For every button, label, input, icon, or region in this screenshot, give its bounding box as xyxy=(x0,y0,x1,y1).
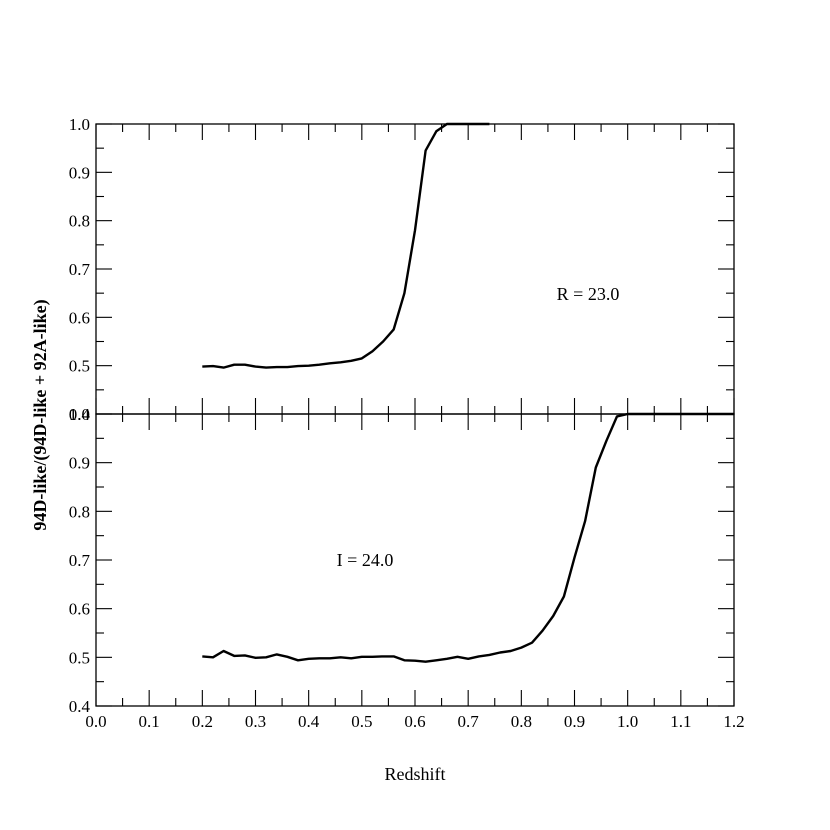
y-tick-label: 0.6 xyxy=(69,308,90,327)
x-tick-label: 0.3 xyxy=(245,712,266,731)
x-tick-label: 0.7 xyxy=(458,712,480,731)
panel-annotation: R = 23.0 xyxy=(557,284,620,304)
x-tick-label: 0.8 xyxy=(511,712,532,731)
x-tick-label: 0.9 xyxy=(564,712,585,731)
y-tick-label: 0.6 xyxy=(69,600,90,619)
panel-frame xyxy=(95,123,735,415)
x-tick-label: 0.5 xyxy=(351,712,372,731)
y-tick-label: 0.5 xyxy=(69,648,90,667)
x-tick-label: 0.1 xyxy=(139,712,160,731)
panel-annotation: I = 24.0 xyxy=(337,550,394,570)
x-tick-label: 1.1 xyxy=(670,712,691,731)
y-axis-label: 94D-like/(94D-like + 92A-like) xyxy=(30,299,51,530)
x-tick-label: 0.2 xyxy=(192,712,213,731)
data-series-line xyxy=(202,412,734,663)
x-tick-label: 1.0 xyxy=(617,712,638,731)
y-tick-label: 0.9 xyxy=(69,163,90,182)
y-tick-label: 0.5 xyxy=(69,357,90,376)
y-tick-label: 0.8 xyxy=(69,502,90,521)
x-tick-label: 0.4 xyxy=(298,712,320,731)
y-tick-label: 1.0 xyxy=(69,115,90,134)
x-tick-label: 0.6 xyxy=(404,712,425,731)
data-series-line xyxy=(202,122,490,369)
panel-1: 0.4 0.5 0.6 0.7 0.8 0.9 1.0 R = 23.0 xyxy=(69,115,735,424)
x-tick-label: 0.0 xyxy=(85,712,106,731)
x-tick-label: 1.2 xyxy=(723,712,744,731)
y-tick-label: 0.8 xyxy=(69,212,90,231)
x-axis-label: Redshift xyxy=(385,764,446,784)
y-tick-label: 0.4 xyxy=(69,697,91,716)
y-tick-label: 0.9 xyxy=(69,454,90,473)
chart-panels: 0.40.50.60.70.80.91.0R = 23.00.40.50.60.… xyxy=(69,115,745,731)
y-tick-label: 0.7 xyxy=(69,551,91,570)
y-tick-label: 1.0 xyxy=(69,405,90,424)
panel-2: 0.4 0.5 0.6 0.7 0.8 0.9 1.0 I = 24.0 xyxy=(69,405,735,716)
y-tick-label: 0.4 xyxy=(69,405,91,424)
panel-frame xyxy=(95,413,735,707)
y-tick-label: 0.7 xyxy=(69,260,91,279)
